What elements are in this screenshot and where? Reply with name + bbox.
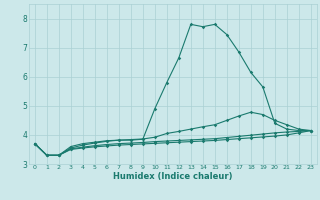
X-axis label: Humidex (Indice chaleur): Humidex (Indice chaleur) [113, 172, 233, 181]
